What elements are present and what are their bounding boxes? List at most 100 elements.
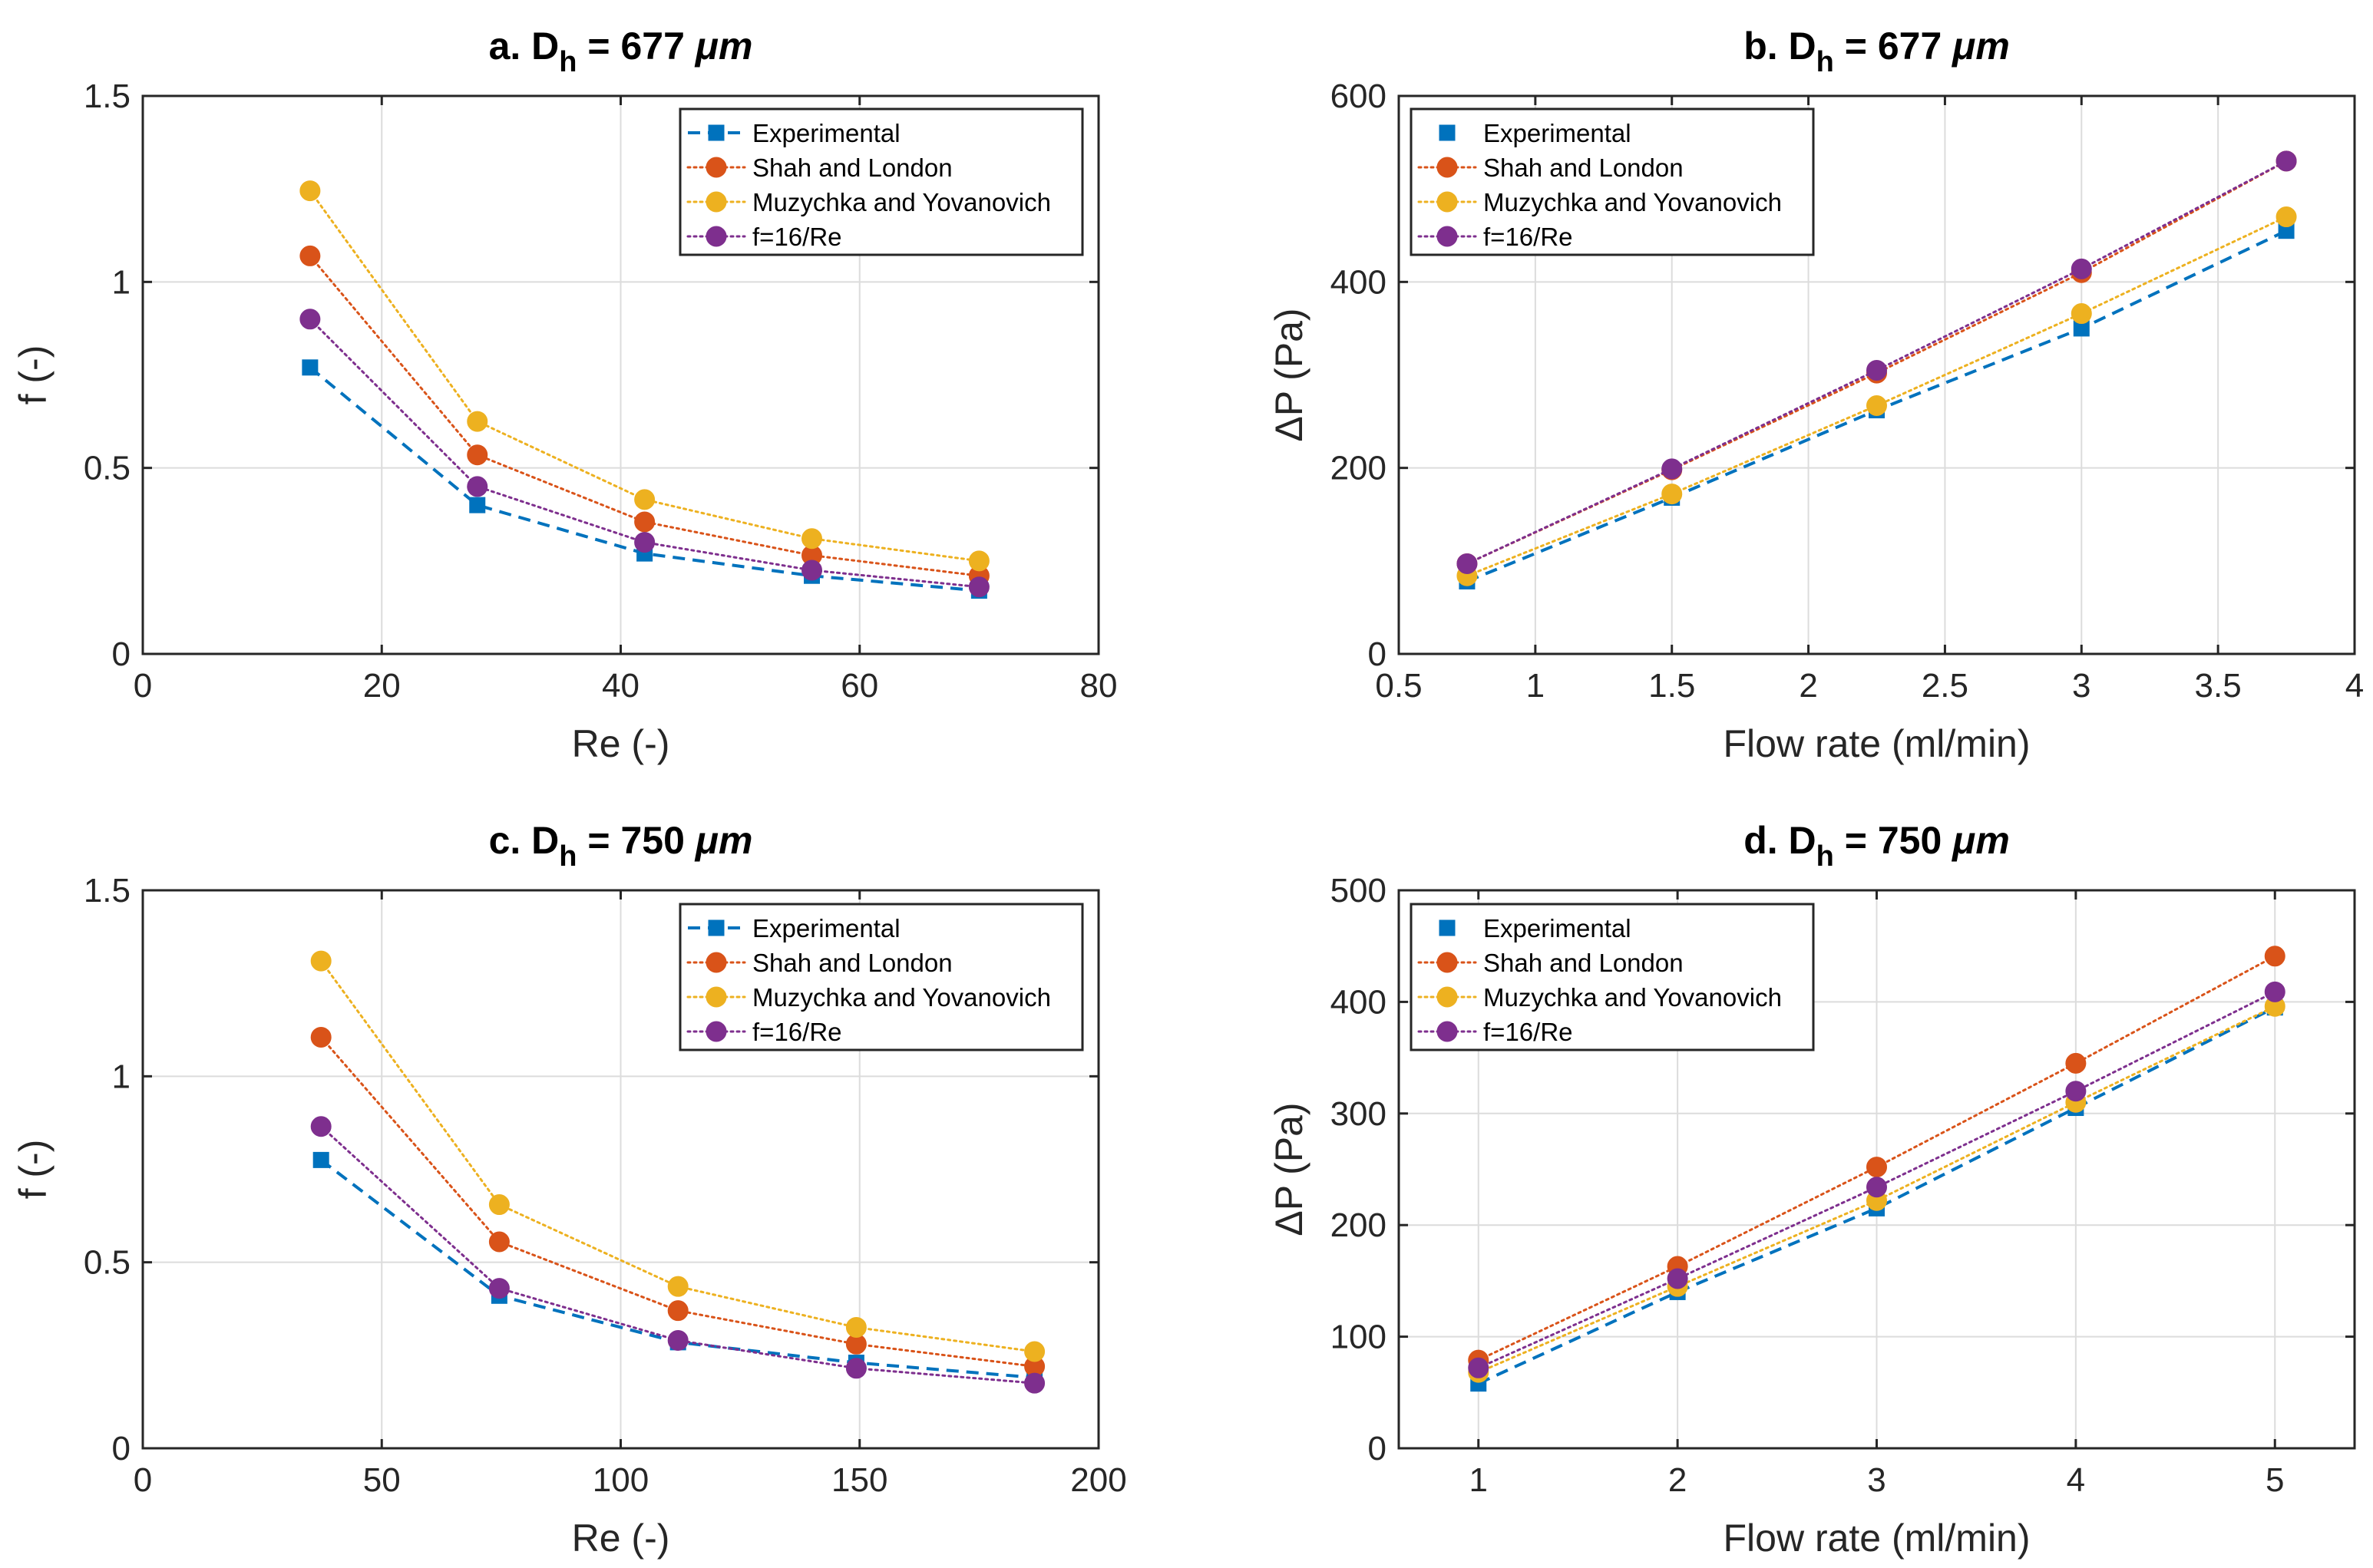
title-prefix: c. D	[489, 819, 560, 862]
series-f-16-re	[1456, 150, 2297, 574]
x-tick-label: 0	[134, 667, 152, 705]
data-point	[310, 1116, 332, 1137]
data-point	[1456, 553, 1478, 574]
title-unit: μm	[1951, 25, 2010, 68]
x-axis-label: Flow rate (ml/min)	[1723, 722, 2030, 765]
legend-box	[1410, 903, 1815, 1051]
legend-label: Muzychka and Yovanovich	[1483, 983, 1782, 1012]
x-tick-label: 200	[1070, 1461, 1126, 1499]
data-point	[1661, 458, 1683, 480]
legend-label: Shah and London	[1483, 153, 1684, 182]
legend-marker	[706, 157, 727, 178]
legend-marker	[706, 1021, 727, 1042]
legend-label: Muzychka and Yovanovich	[1483, 188, 1782, 216]
x-tick-label: 2.5	[1922, 667, 1968, 705]
x-tick-label: 0	[134, 1461, 152, 1499]
data-point	[467, 444, 488, 466]
panel-title: d. Dh = 750 μm	[1743, 819, 2010, 873]
series-shah-and-london	[310, 1026, 1046, 1377]
data-point	[1024, 1341, 1046, 1362]
x-tick-label: 1.5	[1648, 667, 1695, 705]
title-subscript: h	[1816, 46, 1834, 78]
legend-marker	[706, 952, 727, 973]
legend-label: Experimental	[1483, 914, 1631, 942]
legend-box	[679, 903, 1084, 1051]
data-point	[2264, 981, 2285, 1002]
data-point	[302, 359, 319, 376]
legend-marker	[1436, 952, 1458, 973]
legend-marker	[1436, 157, 1458, 178]
x-tick-label: 4	[2067, 1461, 2085, 1499]
data-point	[968, 576, 990, 598]
data-point	[488, 1194, 510, 1216]
y-tick-label: 400	[1330, 263, 1386, 301]
y-tick-label: 600	[1330, 78, 1386, 115]
x-tick-label: 3	[1867, 1461, 1886, 1499]
legend-label: Muzychka and Yovanovich	[752, 188, 1051, 216]
legend-marker	[706, 226, 727, 247]
x-axis-label: Flow rate (ml/min)	[1723, 1517, 2030, 1560]
legend-label: Experimental	[752, 119, 901, 147]
series-f-16-re	[1468, 981, 2285, 1378]
x-tick-label: 2	[1668, 1461, 1687, 1499]
data-point	[1468, 1357, 1489, 1378]
data-point	[2264, 946, 2285, 967]
legend-label: f=16/Re	[752, 1018, 842, 1046]
y-tick-label: 0	[1368, 635, 1386, 673]
legend-label: Experimental	[1483, 119, 1631, 147]
x-tick-label: 4	[2345, 667, 2364, 705]
series-line	[1466, 160, 2288, 565]
y-tick-label: 1	[112, 263, 131, 301]
title-prefix: d. D	[1743, 819, 1816, 862]
title-unit: μm	[694, 25, 753, 68]
y-tick-label: 400	[1330, 983, 1386, 1021]
y-tick-label: 300	[1330, 1095, 1386, 1133]
data-point	[968, 550, 990, 572]
legend-label: Muzychka and Yovanovich	[752, 983, 1051, 1012]
y-tick-label: 0	[1368, 1430, 1386, 1467]
data-point	[1667, 1268, 1688, 1289]
x-axis-label: Re (-)	[572, 722, 670, 765]
x-tick-label: 150	[831, 1461, 887, 1499]
data-point	[488, 1231, 510, 1253]
legend-label: f=16/Re	[752, 223, 842, 251]
y-tick-label: 100	[1330, 1319, 1386, 1356]
legend-label: Shah and London	[752, 153, 953, 182]
legend-marker	[1439, 919, 1456, 936]
x-tick-label: 0.5	[1375, 667, 1422, 705]
x-tick-label: 50	[363, 1461, 401, 1499]
title-suffix: = 677	[1834, 25, 1952, 68]
series-line	[309, 254, 980, 577]
title-suffix: = 750	[577, 819, 696, 862]
x-tick-label: 2	[1799, 667, 1817, 705]
y-axis-label: f (-)	[12, 345, 55, 405]
legend-label: Shah and London	[1483, 949, 1684, 977]
data-point	[1866, 359, 1887, 381]
legend-label: f=16/Re	[1483, 223, 1573, 251]
panel-b: 0.5 1 1.5 2 2.5 3 3.5 4 0 200 400 600 Flow rate (ml/…	[1267, 25, 2364, 765]
data-point	[1866, 1177, 1887, 1198]
y-tick-label: 500	[1330, 872, 1386, 909]
data-point	[467, 476, 488, 497]
y-axis-label: f (-)	[12, 1140, 55, 1200]
x-axis-label: Re (-)	[572, 1517, 670, 1560]
data-point	[2276, 206, 2297, 228]
legend-marker	[1436, 986, 1458, 1008]
data-point	[634, 511, 656, 533]
data-point	[2065, 1081, 2087, 1102]
legend: Experimental Shah and London Muzychka and …	[679, 107, 1084, 256]
data-point	[1866, 1157, 1887, 1178]
y-tick-label: 1	[112, 1058, 131, 1095]
panel-a: 0 20 40 60 80 0 0.5 1 1.5 Re (-) f (-) a. Dh = 677 …	[12, 25, 1117, 765]
legend-label: Shah and London	[752, 949, 953, 977]
data-point	[310, 950, 332, 972]
title-subscript: h	[559, 46, 577, 78]
panel-title: a. Dh = 677 μm	[489, 25, 753, 78]
legend-box	[679, 107, 1084, 256]
data-point	[634, 532, 656, 553]
y-axis-label: ΔP (Pa)	[1267, 308, 1310, 441]
y-tick-label: 0	[112, 635, 131, 673]
data-point	[845, 1316, 867, 1338]
x-tick-label: 3.5	[2195, 667, 2242, 705]
data-point	[801, 528, 822, 550]
